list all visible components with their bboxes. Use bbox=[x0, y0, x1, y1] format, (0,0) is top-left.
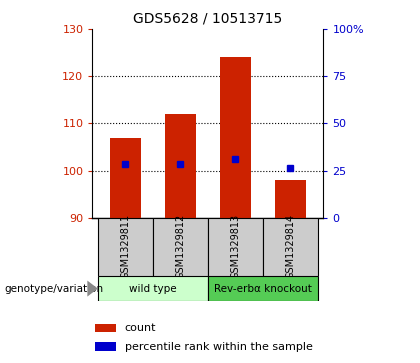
Text: genotype/variation: genotype/variation bbox=[4, 284, 103, 294]
Bar bbox=[153, 218, 208, 276]
Text: GSM1329811: GSM1329811 bbox=[121, 214, 130, 280]
Bar bbox=[95, 342, 116, 351]
Title: GDS5628 / 10513715: GDS5628 / 10513715 bbox=[133, 11, 283, 25]
Bar bbox=[208, 276, 318, 301]
Bar bbox=[110, 138, 141, 218]
Bar bbox=[208, 218, 263, 276]
Bar bbox=[165, 114, 196, 218]
Text: percentile rank within the sample: percentile rank within the sample bbox=[125, 342, 312, 352]
Bar bbox=[263, 218, 318, 276]
Bar bbox=[98, 276, 208, 301]
Text: wild type: wild type bbox=[129, 284, 177, 294]
Text: GSM1329812: GSM1329812 bbox=[176, 214, 185, 280]
Text: GSM1329814: GSM1329814 bbox=[286, 214, 295, 280]
Bar bbox=[95, 323, 116, 332]
Polygon shape bbox=[87, 281, 98, 297]
Bar bbox=[220, 57, 250, 218]
Text: GSM1329813: GSM1329813 bbox=[231, 214, 240, 280]
Text: Rev-erbα knockout: Rev-erbα knockout bbox=[214, 284, 312, 294]
Bar bbox=[275, 180, 305, 218]
Bar bbox=[98, 218, 153, 276]
Text: count: count bbox=[125, 323, 156, 333]
